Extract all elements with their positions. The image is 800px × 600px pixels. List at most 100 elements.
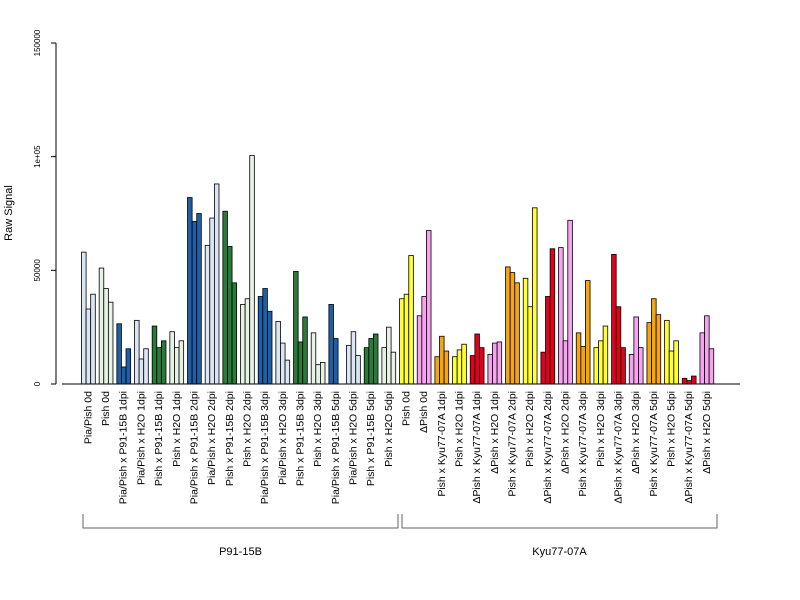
bar bbox=[474, 333, 480, 385]
y-tick-label: 50000 bbox=[33, 259, 42, 282]
bar bbox=[655, 314, 662, 385]
bar bbox=[231, 282, 238, 385]
x-tick-label: Pia/Pish x H2O 3dpi bbox=[277, 391, 289, 485]
group-label: Kyu77-07A bbox=[532, 546, 587, 558]
x-tick-label: Pia/Pish x P91-15B 1dpi bbox=[118, 391, 130, 504]
x-tick-label: ΔPish x H2O 2dpi bbox=[559, 391, 571, 474]
bar bbox=[90, 293, 96, 385]
x-tick-label: Pish x Kyu77-07A 3dpi bbox=[577, 391, 589, 497]
bar bbox=[575, 332, 582, 385]
bar bbox=[628, 354, 635, 385]
x-tick-label: Pish x P91-15B 2dpi bbox=[224, 391, 236, 486]
bar bbox=[138, 358, 145, 385]
bar bbox=[320, 362, 326, 385]
bar bbox=[266, 310, 273, 385]
bar bbox=[328, 304, 334, 385]
x-tick-label: ΔPish x H2O 3dpi bbox=[630, 391, 642, 474]
x-tick-label: Pish x P91-15B 1dpi bbox=[153, 391, 165, 486]
bar bbox=[169, 331, 175, 385]
bar bbox=[381, 347, 387, 385]
bar bbox=[297, 341, 304, 385]
bars bbox=[81, 155, 715, 385]
x-tick-label: ΔPish x Kyu77-07A 1dpi bbox=[471, 391, 483, 504]
bar bbox=[284, 359, 291, 385]
bar bbox=[708, 348, 715, 385]
bar bbox=[691, 375, 697, 385]
bar bbox=[558, 247, 564, 385]
bar bbox=[346, 344, 352, 385]
bar bbox=[505, 266, 511, 385]
bar bbox=[651, 298, 657, 385]
bar bbox=[178, 340, 185, 385]
bar bbox=[293, 271, 299, 385]
bar bbox=[280, 342, 286, 385]
bar bbox=[262, 288, 268, 385]
y-tick-label: 1e+05 bbox=[33, 145, 42, 168]
x-tick-label: Pia/Pish x P91-15B 5dpi bbox=[330, 391, 342, 504]
bar bbox=[611, 254, 617, 385]
bar bbox=[416, 315, 423, 385]
bar bbox=[598, 340, 604, 385]
bar bbox=[204, 244, 211, 385]
bar bbox=[213, 183, 220, 385]
bar bbox=[408, 255, 414, 385]
bar bbox=[333, 338, 339, 385]
bar bbox=[452, 356, 458, 385]
bar bbox=[134, 319, 140, 385]
y-tick-label: 0 bbox=[33, 381, 42, 386]
bar bbox=[222, 210, 228, 385]
bar bbox=[191, 221, 198, 385]
bar bbox=[562, 340, 569, 385]
bar bbox=[257, 296, 264, 385]
bar bbox=[492, 342, 498, 385]
bar bbox=[426, 230, 432, 385]
bar bbox=[244, 298, 251, 385]
bar bbox=[638, 347, 644, 385]
bar bbox=[355, 355, 361, 385]
bar bbox=[160, 340, 167, 385]
bar bbox=[646, 322, 652, 385]
x-tick-label: ΔPish x Kyu77-07A 3dpi bbox=[613, 391, 625, 504]
bar bbox=[673, 340, 679, 385]
bar bbox=[580, 346, 586, 385]
bar bbox=[549, 248, 556, 385]
bar bbox=[615, 306, 622, 385]
bar bbox=[143, 348, 149, 385]
x-tick-label: ΔPish x Kyu77-07A 2dpi bbox=[542, 391, 554, 504]
bar bbox=[681, 377, 688, 385]
y-axis-label: Raw Signal bbox=[3, 185, 15, 241]
x-tick-label: ΔPish x H2O 5dpi bbox=[701, 391, 713, 474]
bar bbox=[704, 315, 710, 385]
group-bracket bbox=[401, 514, 718, 529]
bar bbox=[125, 348, 132, 385]
bar bbox=[527, 306, 533, 385]
bar bbox=[240, 304, 246, 385]
bar bbox=[496, 341, 503, 385]
x-tick-label: Pish x Kyu77-07A 5dpi bbox=[648, 391, 660, 497]
bar bbox=[196, 213, 202, 385]
x-tick-label: Pish x P91-15B 5dpi bbox=[365, 391, 377, 486]
bar bbox=[443, 350, 450, 385]
bar bbox=[368, 338, 374, 385]
bar bbox=[399, 298, 405, 385]
x-tick-label: Pish x H2O 1dpi bbox=[453, 391, 465, 467]
bar bbox=[310, 332, 317, 385]
x-tick-label: Pish x H2O 3dpi bbox=[595, 391, 607, 467]
bar bbox=[456, 349, 463, 385]
bar bbox=[107, 301, 114, 385]
bar bbox=[363, 347, 370, 385]
x-tick-label: Pish x H2O 5dpi bbox=[383, 391, 395, 467]
x-tick-label: Pia/Pish x P91-15B 2dpi bbox=[188, 391, 200, 504]
bar bbox=[187, 197, 193, 385]
bar bbox=[602, 325, 609, 385]
y-tick-label: 150000 bbox=[33, 29, 42, 56]
bar bbox=[461, 343, 467, 385]
bar bbox=[315, 364, 321, 385]
bar bbox=[514, 282, 520, 385]
bar bbox=[479, 347, 485, 385]
bar bbox=[209, 217, 215, 385]
bar bbox=[540, 351, 546, 385]
x-tick-label: Pish x H2O 3dpi bbox=[312, 391, 324, 467]
bar bbox=[390, 351, 397, 385]
